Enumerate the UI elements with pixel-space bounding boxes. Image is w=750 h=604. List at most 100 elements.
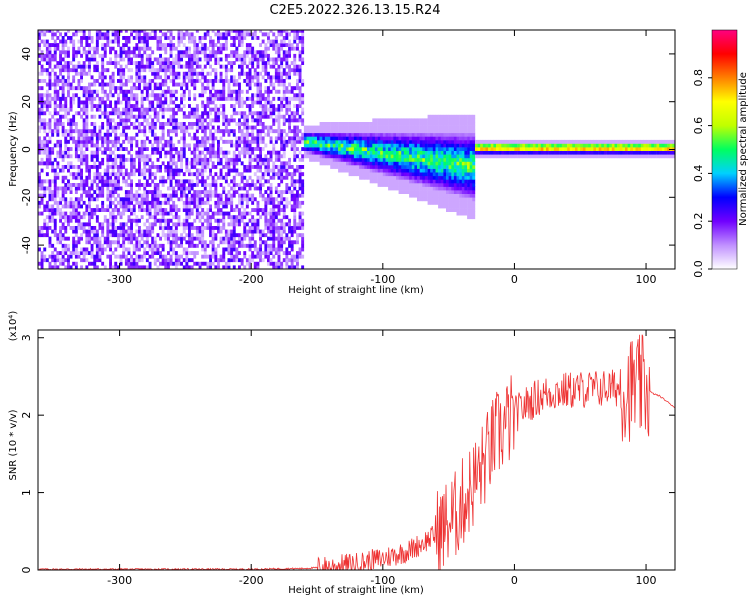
spectrogram-cell [243, 208, 247, 212]
spectrogram-cell [185, 200, 189, 205]
spectrogram-cell [285, 200, 289, 205]
spectrogram-cell [90, 143, 94, 148]
spectrogram-cell [380, 143, 384, 148]
spectrogram-cell [264, 114, 268, 119]
spectrogram-cell [298, 157, 302, 162]
spectrogram-cell [230, 251, 234, 255]
spectrogram-cell [48, 129, 52, 134]
spectrogram-cell [140, 61, 144, 65]
spectrogram-cell [77, 30, 81, 33]
spectrogram-cell [290, 61, 294, 65]
spectrogram-cell [51, 218, 55, 223]
spectrogram-cell [269, 157, 273, 162]
spectrogram-cell [48, 218, 52, 223]
spectrogram-cell [280, 114, 284, 119]
spectrogram-cell [190, 165, 194, 169]
spectrogram-cell [40, 104, 44, 108]
spectrogram-cell [398, 136, 402, 141]
spectrogram-cell [148, 168, 152, 173]
spectrogram-cell [348, 157, 352, 162]
spectrogram-cell [140, 258, 144, 263]
spectrogram-cell [419, 154, 423, 159]
spectrogram-cell [40, 71, 44, 76]
spectrogram-cell [238, 136, 241, 141]
spectrogram-cell [406, 143, 410, 148]
spectrogram-cell [143, 168, 147, 173]
spectrogram-cell [253, 32, 257, 37]
spectrogram-cell [182, 125, 186, 130]
spectrogram-cell [322, 150, 326, 155]
spectrogram-cell [259, 122, 262, 126]
spectrogram-cell [114, 175, 118, 180]
spectrogram-cell [388, 179, 391, 184]
spectrogram-cell [243, 265, 247, 269]
spectrogram-cell [238, 258, 241, 263]
spectrogram-cell [164, 233, 168, 238]
spectrogram-cell [93, 197, 97, 202]
spectrogram-cell [201, 175, 205, 180]
spectrogram-cell [145, 265, 149, 269]
spectrogram-cell [127, 89, 131, 94]
spectrogram-cell [172, 147, 176, 151]
spectrogram-cell [122, 89, 126, 94]
spectrogram-cell [182, 154, 186, 159]
spectrogram-cell [193, 79, 197, 83]
spectrogram-cell [259, 161, 262, 166]
spectrogram-cell [209, 157, 212, 162]
spectrogram-cell [214, 53, 218, 58]
spectrogram-cell [277, 64, 281, 69]
spectrogram-cell [288, 129, 291, 134]
spectrogram-cell [61, 39, 65, 44]
spectrogram-cell [61, 64, 65, 69]
spectrogram-cell [195, 168, 199, 173]
spectrogram-cell [403, 118, 407, 123]
spectrogram-cell [145, 154, 149, 159]
spectrogram-cell [85, 229, 89, 234]
spectrogram-cell [156, 243, 160, 248]
spectrogram-cell [127, 218, 131, 223]
spectrogram-cell [267, 36, 270, 40]
spectrogram-cell [138, 247, 141, 252]
spectrogram-cell [272, 32, 276, 37]
spectrogram-cell [227, 229, 231, 234]
spectrogram-cell [145, 218, 149, 223]
spectrogram-cell [67, 186, 70, 191]
spectrogram-cell [264, 240, 268, 245]
spectrogram-cell [148, 215, 152, 220]
spectrogram-cell [264, 168, 268, 173]
spectrogram-cell [248, 139, 252, 144]
spectrogram-cell [374, 172, 378, 177]
spectrogram-cell [174, 147, 178, 151]
spectrogram-cell [374, 132, 378, 137]
spectrogram-cell [224, 114, 228, 119]
spectrogram-cell [219, 147, 223, 151]
spectrogram-cell [174, 208, 178, 212]
spectrogram-cell [132, 125, 136, 130]
spectrogram-cell [67, 50, 70, 55]
spectrogram-cell [98, 175, 102, 180]
spectrogram-cell [98, 186, 102, 191]
spectrogram-cell [274, 39, 278, 44]
spectrogram-cell [145, 179, 149, 184]
spectrogram-cell [251, 118, 255, 123]
spectrogram-cell [330, 122, 334, 126]
spectrogram-cell [411, 165, 415, 169]
spectrogram-cell [201, 43, 205, 47]
spectrogram-cell [130, 96, 133, 101]
spectrogram-cell [143, 254, 147, 259]
spectrogram-cell [114, 132, 118, 137]
spectrogram-cell [135, 64, 139, 69]
spectrogram-cell [280, 139, 284, 144]
spectrogram-cell [101, 68, 105, 73]
spectrogram-cell [359, 132, 362, 137]
spectrogram-cell [332, 129, 336, 134]
spectrogram-cell [188, 208, 191, 212]
spectrogram-cell [388, 172, 391, 177]
spectrogram-cell [274, 222, 278, 227]
spectrogram-cell [396, 125, 399, 130]
spectrogram-cell [211, 150, 215, 155]
spectrogram-cell [130, 122, 133, 126]
spectrogram-cell [211, 82, 215, 87]
spectrogram-cell [93, 46, 97, 51]
spectrogram-cell [248, 57, 252, 62]
